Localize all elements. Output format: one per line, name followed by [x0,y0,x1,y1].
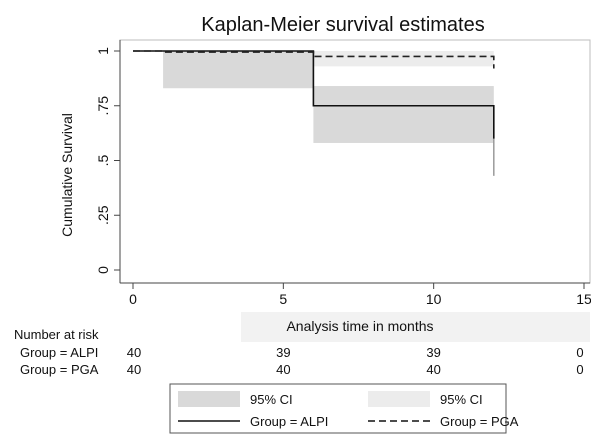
risk-table-header: Number at risk [14,327,99,342]
legend-label: Group = PGA [440,414,519,429]
legend-ci-swatch [178,391,240,407]
y-tick-label: .75 [95,96,111,116]
y-axis-title: Cumulative Survival [59,113,75,237]
x-tick-label: 10 [426,291,442,307]
risk-count: 0 [576,362,583,377]
survival-curve-pga [133,50,495,69]
legend-label: Group = ALPI [250,414,328,429]
risk-count: 39 [426,345,440,360]
risk-table: Number at risk Group = ALPI 40 39 39 0 Group =… [14,327,584,377]
x-tick-label: 15 [576,291,591,307]
risk-row-label: Group = PGA [20,362,99,377]
x-tick-label: 5 [279,291,287,307]
risk-count: 40 [127,345,141,360]
y-tick-label: .5 [95,154,111,166]
y-tick-label: .25 [95,205,111,225]
chart-title: Kaplan-Meier survival estimates [201,14,484,36]
risk-count: 40 [426,362,440,377]
x-axis-title-bg [241,312,590,342]
legend: 95% CI 95% CI Group = ALPI Group = PGA [169,383,519,434]
plot-area [119,39,591,342]
risk-row-label: Group = ALPI [20,345,98,360]
legend-ci-swatch [368,391,430,407]
risk-count: 40 [276,362,290,377]
x-axis-title: Analysis time in months [286,318,433,334]
ci-band-pga-1 [313,51,494,67]
risk-count: 39 [276,345,290,360]
legend-label: 95% CI [440,392,483,407]
y-tick-label: 0 [95,266,111,274]
legend-label: 95% CI [250,392,293,407]
risk-count: 40 [127,362,141,377]
risk-count: 0 [576,345,583,360]
x-tick-label: 0 [129,291,137,307]
axes: 0 .25 .5 .75 1 Cumulative Survival 0 5 10 15 Analy… [59,40,591,334]
ci-band-alpi-0 [163,51,314,89]
y-tick-label: 1 [95,47,111,55]
ci-band-alpi-1 [313,86,494,143]
